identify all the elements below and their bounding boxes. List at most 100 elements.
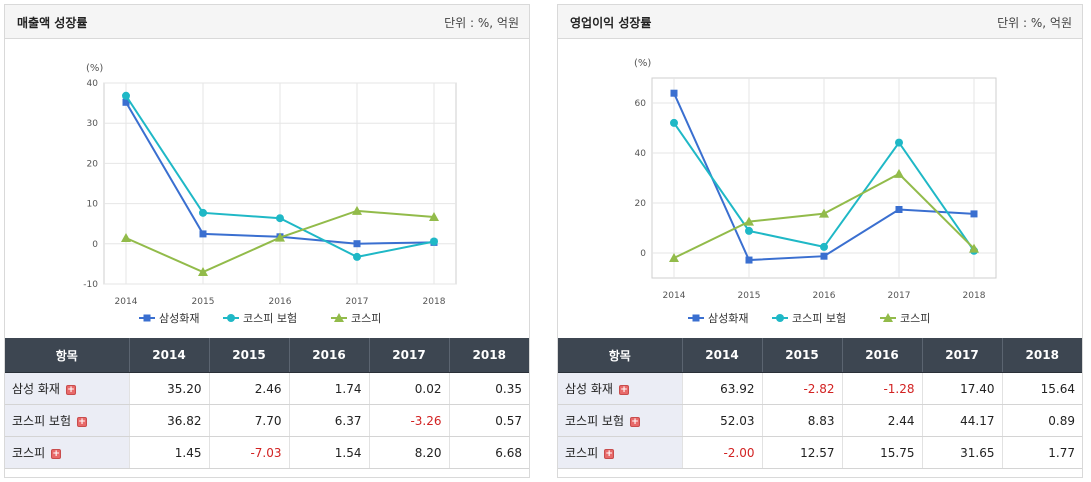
row-label-text: 코스피 보험 [12, 414, 72, 428]
plus-icon[interactable]: + [604, 448, 615, 459]
y-tick-label: 20 [635, 199, 647, 209]
data-point [199, 230, 207, 238]
x-tick-label: 2014 [115, 297, 138, 307]
cell: 2.44 [842, 404, 923, 437]
cell: 8.20 [369, 436, 450, 469]
table-row-kospi: 코스피 + -2.00 12.57 15.75 31.65 1.77 [558, 436, 1082, 469]
legend-marker [334, 313, 344, 322]
cell: -7.03 [209, 436, 290, 469]
y-tick-label: 10 [87, 200, 99, 210]
y-tick-label: 30 [87, 119, 99, 129]
unit-label: 단위 : %, 억원 [997, 16, 1072, 30]
plus-icon[interactable]: + [77, 416, 88, 427]
legend-label: 삼성화재 [159, 312, 199, 325]
y-tick-label: -10 [83, 280, 98, 290]
data-point [745, 226, 753, 235]
cell: 0.57 [449, 404, 529, 437]
row-label-text: 코스피 [12, 446, 46, 460]
data-point [895, 206, 903, 213]
table-header-row: 항목 2014 2015 2016 2017 2018 [5, 338, 529, 373]
header-2018: 2018 [449, 338, 529, 373]
cell: 15.75 [842, 436, 923, 469]
header-item: 항목 [558, 338, 683, 373]
data-point [352, 205, 362, 215]
data-point [199, 208, 207, 217]
operating-profit-growth-chart: 60 40 20 0 2014 2015 2016 2017 2018 (%) 삼성화재 코스피 보험… [634, 58, 997, 325]
sales-growth-chart: 40 30 20 10 0 -10 2014 2015 2016 2017 2018 (%) 삼성화재 코… [83, 63, 457, 325]
header-2016: 2016 [842, 338, 923, 373]
legend-label: 코스피 보험 [243, 312, 297, 325]
data-point [895, 138, 903, 147]
cell: 63.92 [682, 372, 763, 405]
plus-icon[interactable]: + [618, 384, 629, 395]
legend-marker [143, 314, 151, 322]
unit-label: 단위 : %, 억원 [444, 16, 519, 30]
cell: 6.37 [289, 404, 370, 437]
data-point [353, 252, 361, 261]
cell: 52.03 [682, 404, 763, 437]
legend-label: 코스피 보험 [792, 312, 846, 325]
data-point [198, 267, 208, 277]
row-label: 코스피 + [558, 436, 683, 469]
data-point [670, 89, 678, 97]
y-tick-label: 60 [635, 99, 647, 109]
cell: 36.82 [129, 404, 210, 437]
cell: -2.00 [682, 436, 763, 469]
table-row-kospi: 코스피 + 1.45 -7.03 1.54 8.20 6.68 [5, 436, 529, 469]
row-label: 삼성 화재 + [5, 372, 130, 405]
data-point [121, 232, 131, 242]
x-tick-label: 2015 [738, 291, 761, 301]
plus-icon[interactable]: + [65, 384, 76, 395]
row-label: 코스피 보험 + [558, 404, 683, 437]
cell: 1.45 [129, 436, 210, 469]
cell: 35.20 [129, 372, 210, 405]
header-2016: 2016 [289, 338, 370, 373]
row-label: 삼성 화재 + [558, 372, 683, 405]
legend-marker [692, 314, 700, 322]
cell: 0.02 [369, 372, 450, 405]
cell: 2.46 [209, 372, 290, 405]
data-point [820, 242, 828, 251]
sales-growth-panel: 매출액 성장률 단위 : %, 억원 40 30 20 10 0 -10 2014 2015 2… [4, 4, 530, 478]
x-tick-label: 2018 [963, 291, 986, 301]
plus-icon[interactable]: + [51, 448, 62, 459]
y-tick-label: 40 [635, 149, 647, 159]
table-row-kospi-insurance: 코스피 보험 + 36.82 7.70 6.37 -3.26 0.57 [5, 404, 529, 437]
cell: 1.74 [289, 372, 370, 405]
data-point [819, 208, 829, 218]
table-row-kospi-insurance: 코스피 보험 + 52.03 8.83 2.44 44.17 0.89 [558, 404, 1082, 437]
data-point [745, 256, 753, 264]
data-point [275, 232, 285, 242]
cell: 1.54 [289, 436, 370, 469]
legend-marker [776, 314, 784, 322]
x-tick-label: 2014 [663, 291, 686, 301]
legend-label: 삼성화재 [708, 312, 748, 325]
y-tick-label: 20 [87, 159, 99, 169]
header-2017: 2017 [369, 338, 450, 373]
cell: 1.77 [1002, 436, 1082, 469]
cell: 7.70 [209, 404, 290, 437]
row-label: 코스피 + [5, 436, 130, 469]
x-tick-label: 2018 [423, 297, 446, 307]
data-point [670, 118, 678, 127]
header-item: 항목 [5, 338, 130, 373]
sales-growth-table: 항목 2014 2015 2016 2017 2018 삼성 화재 + 35.20… [5, 338, 529, 469]
panel-title: 영업이익 성장률 [570, 16, 652, 30]
y-axis-unit-label: (%) [86, 63, 103, 74]
y-tick-label: 0 [92, 240, 98, 250]
cell: 8.83 [762, 404, 843, 437]
x-tick-label: 2017 [346, 297, 369, 307]
data-point [969, 243, 979, 253]
data-point [894, 168, 904, 178]
cell: 15.64 [1002, 372, 1082, 405]
cell: 0.35 [449, 372, 529, 405]
cell: -1.28 [842, 372, 923, 405]
x-tick-label: 2017 [888, 291, 911, 301]
cell: 17.40 [922, 372, 1003, 405]
panel-header: 영업이익 성장률 단위 : %, 억원 [558, 5, 1082, 39]
cell: -3.26 [369, 404, 450, 437]
plus-icon[interactable]: + [630, 416, 641, 427]
row-label: 코스피 보험 + [5, 404, 130, 437]
header-2015: 2015 [762, 338, 843, 373]
data-point [122, 91, 130, 100]
